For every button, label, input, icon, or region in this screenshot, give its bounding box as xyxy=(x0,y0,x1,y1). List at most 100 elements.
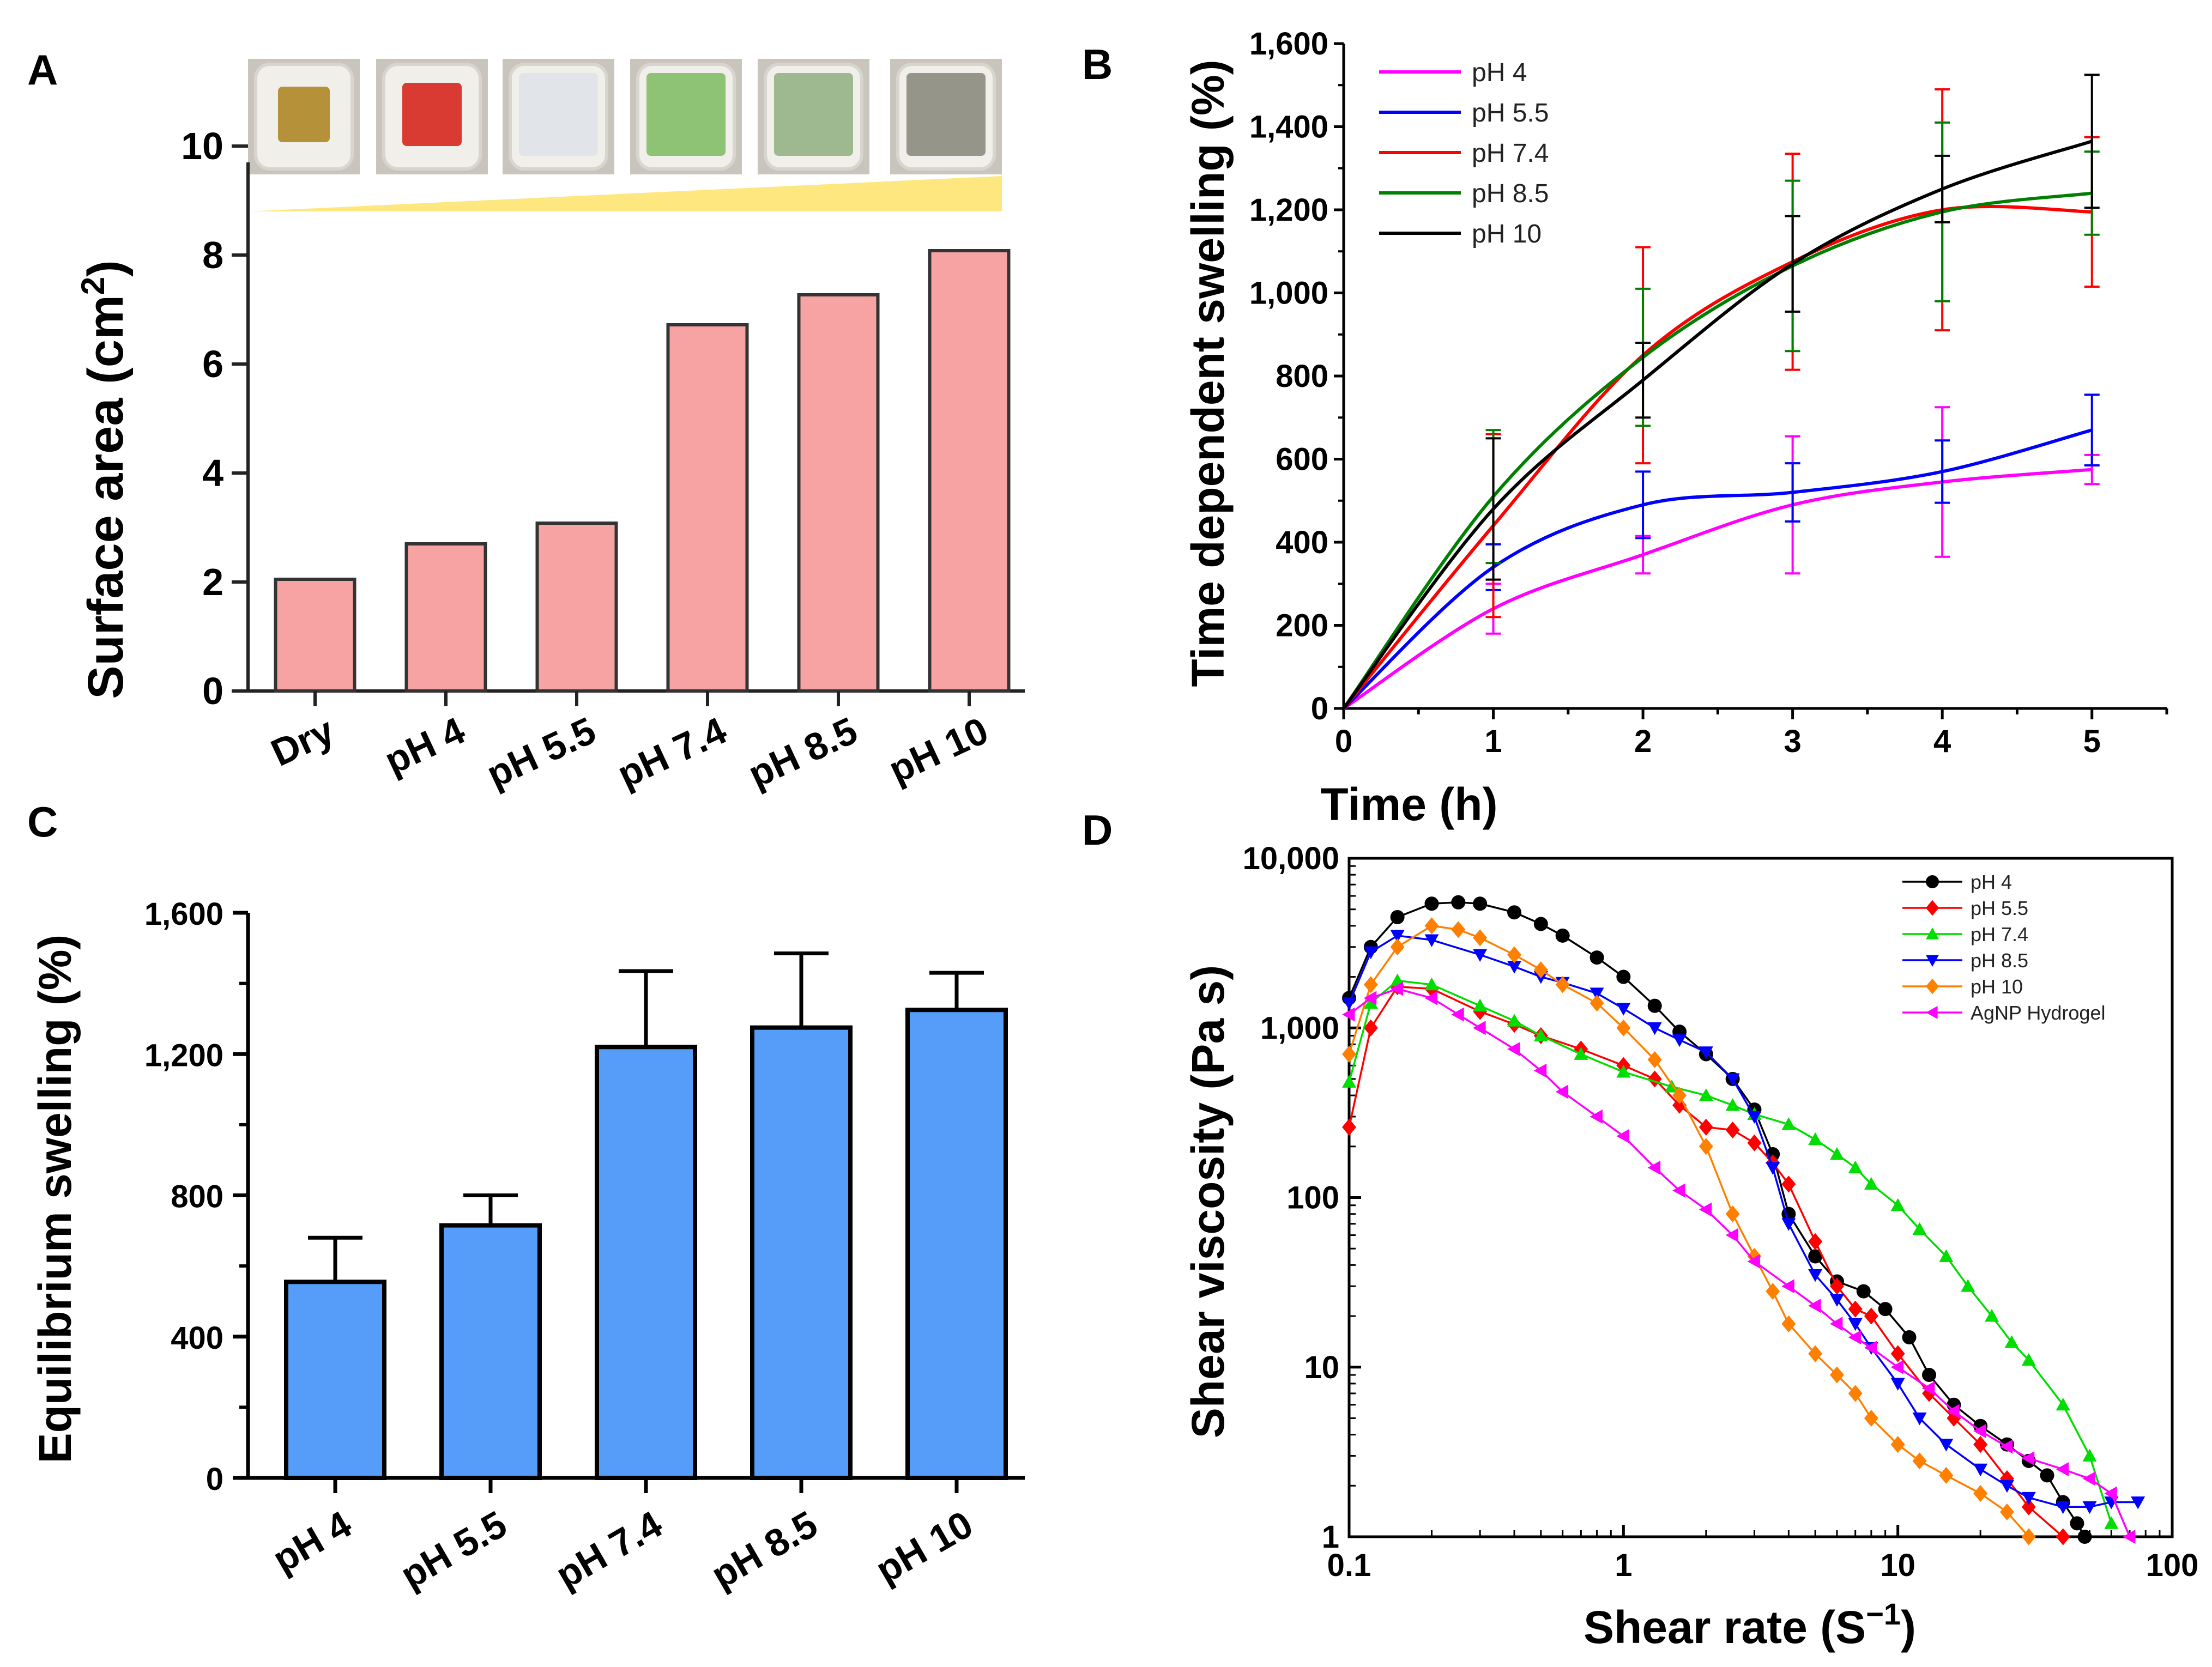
x-tick-label: 3 xyxy=(1784,724,1802,759)
data-point xyxy=(1390,910,1405,924)
data-point xyxy=(1926,875,1939,888)
data-point xyxy=(2021,1492,2036,1505)
sample-photo-ph-4 xyxy=(376,59,488,174)
data-point xyxy=(1939,1466,1954,1484)
y-tick-label: 1,200 xyxy=(144,1038,223,1073)
data-point xyxy=(1507,961,1522,974)
data-point xyxy=(1973,1484,1988,1502)
data-point xyxy=(1961,1279,1975,1292)
data-point xyxy=(1939,1249,1954,1262)
legend-item-ph-4: pH 4 xyxy=(1902,871,2012,893)
y-tick-label: 400 xyxy=(1276,525,1328,560)
legend-item-ph-7-4: pH 7.4 xyxy=(1379,139,1549,168)
data-point xyxy=(1616,1129,1629,1143)
data-point xyxy=(2056,1462,2069,1477)
series-agnp-hydrogel xyxy=(1342,981,2136,1544)
bar-dry xyxy=(274,578,356,693)
y-tick-label: 1,400 xyxy=(1249,110,1328,145)
data-point xyxy=(1890,1360,1904,1374)
legend-label: pH 7.4 xyxy=(1472,139,1549,168)
legend-label: pH 5.5 xyxy=(1472,99,1549,128)
data-point xyxy=(2040,1468,2054,1483)
x-tick-label: 2 xyxy=(1634,724,1652,759)
y-tick-label: 0 xyxy=(202,670,223,712)
data-point xyxy=(1890,1345,1905,1362)
data-point xyxy=(1848,1300,1863,1318)
data-point xyxy=(1363,976,1378,993)
sample-photo-ph-5-5 xyxy=(503,59,614,174)
data-point xyxy=(2123,1530,2136,1544)
data-point xyxy=(1424,917,1439,935)
legend-label: AgNP Hydrogel xyxy=(1971,1002,2105,1024)
data-point xyxy=(1555,976,1570,993)
legend-label: pH 10 xyxy=(1971,975,2023,998)
data-point xyxy=(1926,978,1939,995)
bar-ph-10 xyxy=(905,1008,1008,1480)
y-tick-label: 4 xyxy=(202,452,223,494)
data-point xyxy=(1890,1436,1905,1453)
series-line xyxy=(1342,191,2093,710)
data-point xyxy=(1342,997,1356,1010)
series-line xyxy=(1343,468,2092,710)
data-point xyxy=(1890,1198,1905,1211)
data-point xyxy=(2021,1451,2035,1466)
y-tick-label: 6 xyxy=(202,343,223,385)
data-point xyxy=(1747,1134,1762,1151)
series-ph-10 xyxy=(1342,74,2100,710)
legend-label: pH 4 xyxy=(1971,871,2012,893)
data-point xyxy=(1672,1034,1687,1047)
panel-a-bar-chart: 0 2 4 6 8 10 Dry pH 4 pH 5.5 pH 7.4 pH 8.5 pH 10 Su… xyxy=(75,59,1025,796)
y-tick-label: 200 xyxy=(1276,608,1328,644)
x-tick-label: 0 xyxy=(1335,724,1352,759)
data-point xyxy=(1848,1160,1863,1174)
data-point xyxy=(2021,1498,2036,1516)
data-point xyxy=(2070,1516,2084,1531)
legend-item-ph-8-5: pH 8.5 xyxy=(1379,179,1549,208)
plot-frame xyxy=(1347,857,2174,1538)
legend-item-ph-5-5: pH 5.5 xyxy=(1902,897,2028,919)
plot-area: 0 200 400 600 800 1,000 1,200 1,400 1,600 0 1 2 3 4 5 p… xyxy=(1249,26,2168,759)
y-tick-label: 600 xyxy=(1276,442,1328,477)
data-point xyxy=(1830,1317,1843,1331)
data-point xyxy=(1590,950,1604,965)
y-axis-label: Equilibrium swelling (%) xyxy=(29,935,81,1464)
bar-ph-8-5 xyxy=(797,293,880,693)
data-point xyxy=(1451,921,1466,938)
series-ph-8-5 xyxy=(1342,121,2100,710)
sample-photo-ph-8-5 xyxy=(758,59,869,174)
bar-ph-4 xyxy=(404,542,487,693)
y-tick-label: 1,000 xyxy=(1260,1010,1339,1046)
data-point xyxy=(1574,1047,1588,1060)
panel-label-b: B xyxy=(1082,40,1113,88)
data-point xyxy=(1864,1341,1877,1355)
legend-item-ph-4: pH 4 xyxy=(1379,58,1527,87)
x-tick-label: 10 xyxy=(1880,1548,1915,1583)
data-point xyxy=(1926,928,1939,939)
y-tick-label: 10,000 xyxy=(1243,841,1339,876)
x-tick-label: pH 5.5 xyxy=(480,709,602,796)
data-point xyxy=(1533,1063,1547,1078)
data-point xyxy=(1390,981,1404,996)
data-point xyxy=(1973,1424,1986,1439)
data-point xyxy=(1699,1046,1713,1059)
data-point xyxy=(1830,1277,1845,1295)
data-point xyxy=(1533,917,1548,931)
data-point xyxy=(1856,1284,1871,1299)
panel-c-bar-chart: 0 400 800 1,200 1,600 pH 4 pH 5.5 pH 7.4 pH 8.5 p… xyxy=(29,896,1025,1597)
data-point xyxy=(1808,1132,1823,1145)
series-line xyxy=(1348,987,2131,1537)
data-point xyxy=(1864,1307,1878,1325)
data-point xyxy=(1781,1175,1796,1193)
data-point xyxy=(1926,955,1939,967)
data-point xyxy=(1848,1318,1863,1331)
data-point xyxy=(1781,1279,1794,1294)
data-point xyxy=(1424,977,1439,991)
x-tick-label: 4 xyxy=(1933,724,1951,759)
data-point xyxy=(1902,1330,1917,1344)
sample-photo-ph-7-4 xyxy=(630,59,742,174)
x-tick-label: pH 4 xyxy=(265,1502,358,1580)
data-point xyxy=(1616,1065,1631,1078)
x-tick-label: 5 xyxy=(2083,724,2101,759)
data-point xyxy=(1424,896,1439,911)
